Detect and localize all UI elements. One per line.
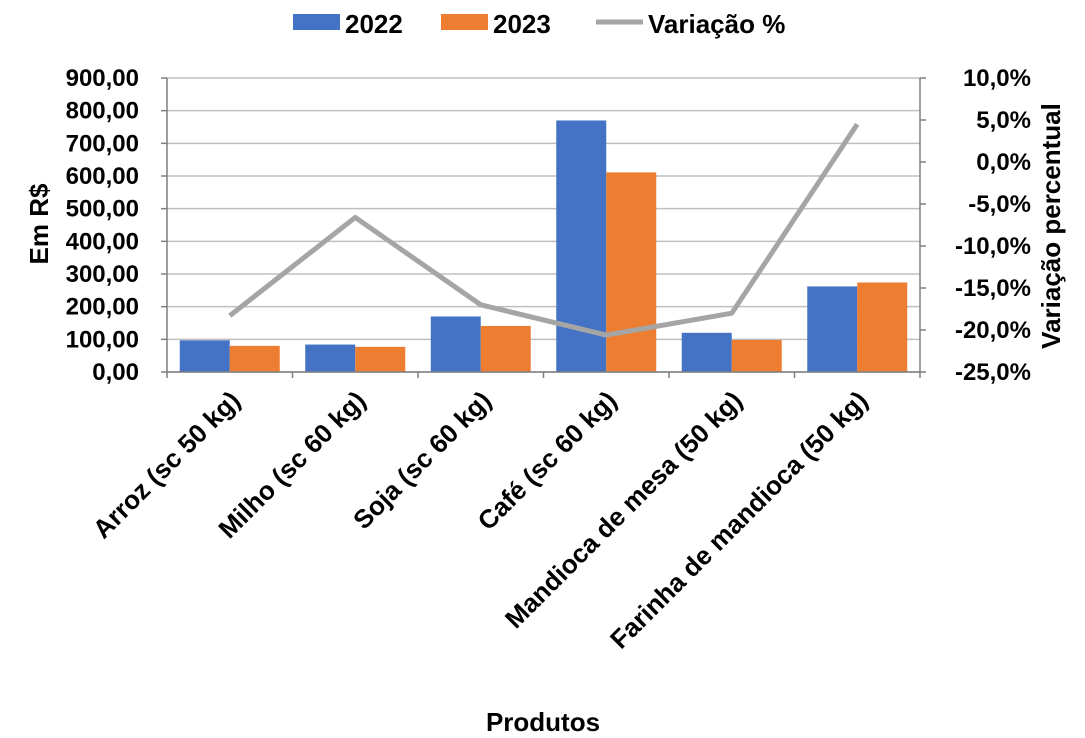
- variation-series-line: [228, 122, 860, 338]
- y-axis-title: Em R$: [24, 183, 54, 264]
- y-tick-label: 900,00: [66, 65, 139, 92]
- left-axis-ticks: 0,00 100,00 200,00 300,00 400,00 500,00 600,00…: [66, 65, 139, 386]
- bar-2022: [179, 340, 230, 372]
- bar-2022: [430, 316, 481, 372]
- bars: [179, 120, 908, 372]
- bar-2022: [681, 332, 732, 372]
- right-axis-ticks: -25,0% -20,0% -15,0% -10,0% -5,0% 0,0% 5,0% 10,…: [955, 65, 1031, 386]
- y2-tick-label: 10,0%: [963, 65, 1031, 92]
- y-tick-label: 500,00: [66, 196, 139, 223]
- bar-2023: [857, 282, 908, 372]
- axes: [161, 77, 926, 378]
- y-tick-label: 700,00: [66, 130, 139, 157]
- y2-tick-label: -10,0%: [955, 233, 1031, 260]
- y-tick-label: 400,00: [66, 228, 139, 255]
- legend-label-variacao: Variação %: [648, 9, 785, 39]
- legend-label-2022: 2022: [345, 9, 403, 39]
- y2-tick-label: 0,0%: [976, 149, 1031, 176]
- y2-tick-label: -20,0%: [955, 317, 1031, 344]
- category-labels: Arroz (sc 50 kg)Milho (sc 60 kg)Soja (sc…: [87, 385, 874, 654]
- bar-2022: [807, 286, 858, 372]
- legend-swatch-2022: [293, 14, 340, 30]
- gridlines: [167, 77, 920, 373]
- bar-2023: [606, 172, 657, 372]
- legend-swatch-2023: [441, 14, 488, 30]
- y2-tick-label: 5,0%: [976, 107, 1031, 134]
- y-tick-label: 600,00: [66, 163, 139, 190]
- variation-line: [228, 122, 860, 338]
- y-tick-label: 300,00: [66, 261, 139, 288]
- y-tick-label: 100,00: [66, 326, 139, 353]
- bar-2023: [229, 345, 280, 372]
- bar-2023: [355, 346, 406, 372]
- y2-axis-title: Variação percentual: [1036, 103, 1066, 349]
- bar-2023: [731, 339, 782, 372]
- bar-2023: [480, 325, 531, 372]
- y2-tick-label: -15,0%: [955, 275, 1031, 302]
- y2-tick-label: -25,0%: [955, 359, 1031, 386]
- y2-tick-label: -5,0%: [968, 191, 1031, 218]
- x-axis-title: Produtos: [486, 707, 600, 737]
- category-label: Farinha de mandioca (50 kg): [604, 385, 873, 654]
- category-label: Mandioca de mesa (50 kg): [499, 385, 748, 634]
- y-tick-label: 0,00: [92, 359, 139, 386]
- y-tick-label: 200,00: [66, 294, 139, 321]
- y-tick-label: 800,00: [66, 98, 139, 125]
- bar-2022: [305, 344, 356, 372]
- legend: 2022 2023 Variação %: [293, 9, 785, 39]
- legend-label-2023: 2023: [493, 9, 551, 39]
